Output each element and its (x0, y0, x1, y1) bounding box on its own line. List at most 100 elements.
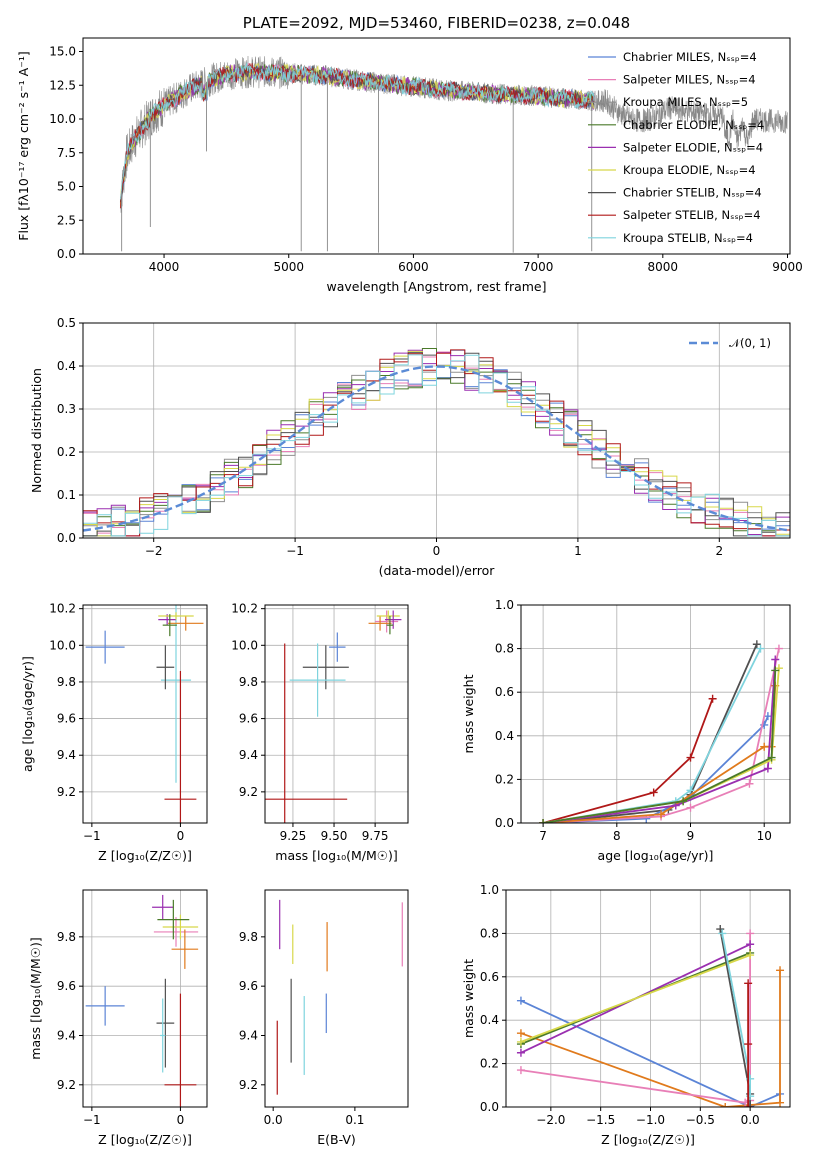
series-marker (776, 1098, 785, 1107)
panel-mass-weight-vs-Z: −2.0 −1.5 −1.0 −0.5 0.0 0.0 0.2 0.4 0.6 0.8 1.0 Z [… (461, 883, 791, 1147)
series-marker (539, 819, 548, 823)
legend-series-name: Kroupa STELIB (623, 231, 707, 245)
plot-area (506, 890, 790, 1107)
series-line (543, 643, 758, 823)
plot-area (83, 323, 790, 538)
series-marker (516, 1048, 525, 1057)
series-marker (516, 1037, 525, 1046)
x-axis-label: mass [log₁₀(M/M☉)] (275, 848, 397, 863)
y-tick-label: 1.0 (495, 598, 514, 612)
plot-area (276, 899, 403, 1095)
y-tick-label: 0.2 (495, 772, 514, 786)
series-line (543, 685, 777, 823)
series-marker (516, 1066, 525, 1075)
series-marker (774, 644, 783, 653)
series-marker (746, 929, 755, 938)
y-tick-label: 9.6 (57, 712, 76, 726)
y-tick-label: 0.6 (480, 970, 499, 984)
errorbar-point (384, 610, 402, 629)
series-marker (763, 764, 772, 773)
x-tick-label: −1 (83, 1113, 101, 1127)
y-tick-label: 0.2 (480, 1057, 499, 1071)
y-tick-label: 9.4 (239, 1028, 258, 1042)
model-spectrum-salpeter-stelib (119, 63, 595, 209)
panel-mass-weight-vs-age: 7 8 9 10 0.0 0.2 0.4 0.6 0.8 1.0 age [log₁₀(age/yr… (461, 598, 791, 863)
series-marker (746, 951, 755, 960)
errorbar-point (171, 929, 199, 969)
legend-series-name: Salpeter MILES (623, 73, 709, 87)
x-tick-label: 2 (715, 544, 723, 558)
x-tick-label: 4000 (149, 260, 180, 274)
legend-nssp: Nₛₛₚ=4 (718, 50, 757, 64)
errorbar-point (329, 632, 346, 662)
legend-label: Kroupa ELODIE, Nₛₛₚ=4 (623, 163, 756, 177)
x-tick-label: −2.0 (536, 1113, 565, 1127)
x-axis-label: (data-model)/error (379, 563, 496, 578)
series-marker (744, 1040, 753, 1049)
y-tick-label: 10.2 (49, 602, 76, 616)
y-tick-label: 9.6 (239, 979, 258, 993)
x-tick-label: 9.75 (362, 829, 389, 843)
y-tick-label: 9.4 (57, 748, 76, 762)
series-line (542, 698, 714, 823)
series-marker (752, 640, 761, 649)
y-tick-label: 0.0 (57, 531, 76, 545)
errorbar-point (168, 615, 204, 631)
y-tick-label: 0.1 (57, 488, 76, 502)
panel-spectrum: 4000 5000 6000 7000 8000 9000 0.0 2.5 5.0 7.5 10.0… (16, 14, 803, 294)
gridlines (83, 605, 207, 823)
x-tick-label: 7 (539, 829, 547, 843)
x-tick-label: 9.25 (280, 829, 307, 843)
series-marker (516, 996, 525, 1005)
y-tick-label: 9.2 (57, 785, 76, 799)
y-tick-label: 9.4 (57, 1028, 76, 1042)
legend-nssp: Nₛₛₚ=4 (716, 163, 755, 177)
series-marker (686, 753, 695, 762)
errorbar-point (375, 610, 399, 633)
series-marker (516, 1029, 525, 1038)
y-tick-label: 10.2 (231, 602, 258, 616)
legend-nssp: Nₛₛₚ=4 (721, 208, 760, 222)
y-tick-label: 2.5 (57, 213, 76, 227)
y-tick-label: 10.0 (49, 638, 76, 652)
axes-frame (505, 889, 791, 1108)
x-tick-label: 10 (757, 829, 772, 843)
gridlines (265, 605, 408, 823)
x-tick-label: 0.0 (264, 1113, 283, 1127)
errorbar-point (157, 899, 190, 940)
x-axis-label: wavelength [Angstrom, rest frame] (326, 279, 546, 294)
x-tick-label: 8000 (648, 260, 679, 274)
series-marker (744, 1103, 753, 1107)
errorbar-point (156, 645, 175, 690)
histogram-salpeter-stelib (83, 349, 790, 537)
x-tick-label: −1 (286, 544, 304, 558)
legend-series-name: Chabrier STELIB (623, 186, 715, 200)
errorbar-point (152, 894, 174, 920)
legend-series-name: Salpeter STELIB (623, 208, 714, 222)
y-axis-label: mass weight (461, 959, 476, 1038)
gridlines (506, 890, 790, 1107)
x-tick-label: 5000 (273, 260, 304, 274)
axes-frame (82, 37, 791, 255)
series-marker (746, 940, 755, 949)
errorbar-point (85, 630, 125, 664)
errorbar-point (160, 998, 166, 1073)
y-tick-label: 9.2 (57, 1078, 76, 1092)
legend-series-name: Kroupa ELODIE (623, 163, 709, 177)
errorbar-point (164, 670, 197, 823)
y-tick-label: 9.2 (239, 785, 258, 799)
y-tick-label: 9.8 (239, 930, 258, 944)
series-marker (708, 694, 717, 703)
series-marker (718, 929, 727, 938)
y-tick-label: 9.8 (239, 675, 258, 689)
legend-label: Chabrier ELODIE, Nₛₛₚ=4 (623, 118, 764, 132)
series-marker (716, 925, 725, 934)
normal-curve (83, 365, 790, 532)
x-tick-label: 7000 (523, 260, 554, 274)
series-line (542, 659, 777, 823)
legend-series-name: Chabrier MILES (623, 50, 710, 64)
legend-label: Salpeter MILES, Nₛₛₚ=4 (623, 73, 756, 87)
errorbar-point (386, 615, 394, 635)
axes-frame (264, 604, 409, 824)
y-tick-label: 9.8 (57, 930, 76, 944)
